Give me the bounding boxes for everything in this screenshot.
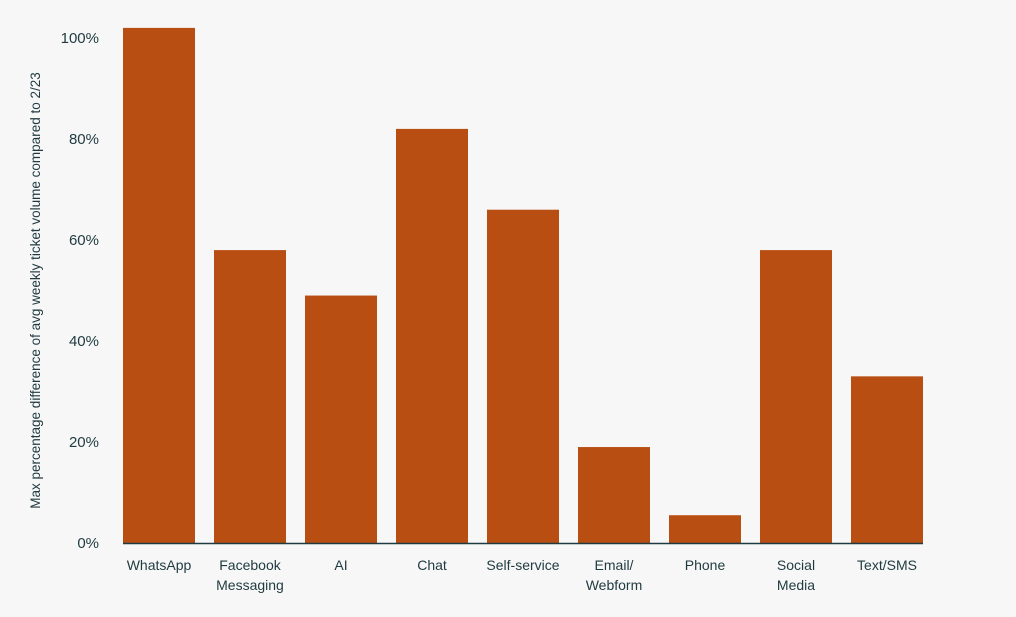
x-axis-labels: WhatsApp Facebook Messaging AI Chat Self-serv… bbox=[127, 557, 917, 593]
y-tick-label: 80% bbox=[69, 131, 99, 148]
y-axis-ticks: 0% 20% 40% 60% 80% 100% bbox=[61, 30, 99, 552]
x-tick-label: WhatsApp bbox=[127, 557, 192, 573]
x-tick-label: Phone bbox=[685, 557, 726, 573]
x-tick-label: Email/Webform bbox=[586, 557, 643, 593]
bar bbox=[214, 250, 286, 543]
bar bbox=[578, 447, 650, 543]
bar bbox=[396, 128, 468, 543]
y-tick-label: 100% bbox=[61, 30, 99, 47]
bars bbox=[123, 27, 923, 543]
y-tick-label: 40% bbox=[69, 333, 99, 350]
bar bbox=[760, 250, 832, 543]
y-axis-title: Max percentage difference of avg weekly … bbox=[28, 72, 43, 509]
bar bbox=[851, 376, 923, 543]
bar bbox=[305, 295, 377, 543]
bar bbox=[487, 209, 559, 543]
bar bbox=[123, 27, 195, 543]
x-tick-label: Chat bbox=[417, 557, 447, 573]
bar bbox=[669, 515, 741, 543]
y-tick-label: 0% bbox=[77, 535, 99, 552]
x-tick-label: Facebook Messaging bbox=[216, 557, 284, 593]
x-tick-label: AI bbox=[334, 557, 347, 573]
y-tick-label: 20% bbox=[69, 434, 99, 451]
x-tick-label: Social Media bbox=[777, 557, 815, 593]
x-tick-label: Self-service bbox=[486, 557, 559, 573]
x-tick-label: Text/SMS bbox=[857, 557, 917, 573]
y-tick-label: 60% bbox=[69, 232, 99, 249]
